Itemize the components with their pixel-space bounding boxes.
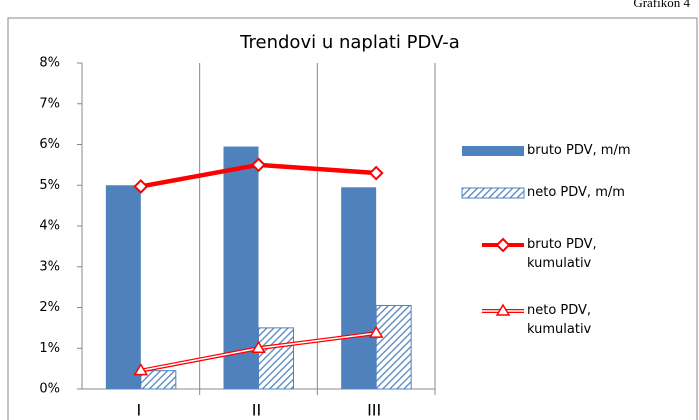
legend-marker xyxy=(495,303,511,316)
legend-swatch xyxy=(461,187,525,199)
chart-title: Trendovi u naplati PDV-a xyxy=(239,32,460,53)
bar xyxy=(105,185,141,389)
y-tick-label: 2% xyxy=(39,300,60,315)
point xyxy=(133,363,149,376)
y-tick-label: 7% xyxy=(39,96,60,111)
point xyxy=(251,157,266,173)
legend-label: bruto PDV, m/m xyxy=(527,143,631,158)
legend-swatch xyxy=(462,146,524,156)
x-tick-label: II xyxy=(252,401,261,420)
point xyxy=(368,165,384,181)
x-tick-label: I xyxy=(136,401,141,420)
y-tick-label: 8% xyxy=(39,56,60,71)
point xyxy=(251,340,266,353)
bar xyxy=(258,327,294,390)
y-tick-label: 6% xyxy=(39,137,60,152)
point xyxy=(133,179,149,194)
legend-marker xyxy=(495,237,511,253)
y-tick-label: 5% xyxy=(39,178,60,193)
annotation: Grafikon 4 xyxy=(633,0,690,10)
y-tick-label: 3% xyxy=(39,259,60,274)
legend-label: neto PDV, kumulativ xyxy=(527,303,592,337)
x-tick-label: III xyxy=(367,401,381,420)
legend-label: neto PDV, m/m xyxy=(527,185,625,200)
legend-label: bruto PDV, kumulativ xyxy=(527,237,597,271)
bar xyxy=(140,370,177,390)
y-tick-label: 4% xyxy=(39,219,60,234)
bar xyxy=(375,304,412,390)
y-tick-label: 1% xyxy=(39,341,60,356)
bar xyxy=(341,187,377,389)
point xyxy=(368,325,384,338)
y-tick-label: 0% xyxy=(39,382,60,397)
